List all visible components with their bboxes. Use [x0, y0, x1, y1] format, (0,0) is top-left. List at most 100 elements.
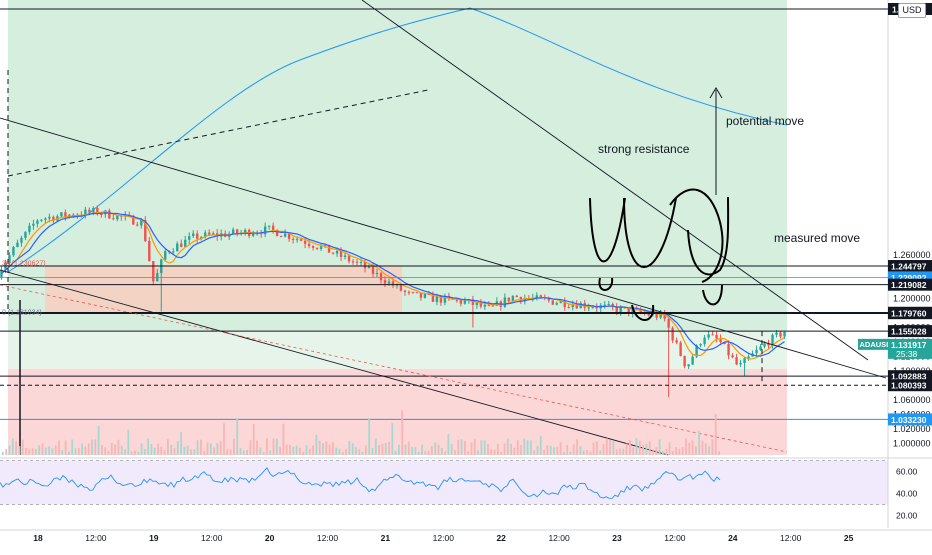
volume-bar: [318, 440, 321, 455]
volume-bar: [186, 445, 189, 455]
candle-body: [699, 344, 702, 346]
candle-body: [723, 342, 726, 344]
price-levels: [0, 265, 888, 420]
volume-bar: [44, 447, 47, 455]
candle-body: [180, 243, 183, 247]
level-label-1.155028[interactable]: 1.155028: [888, 325, 932, 338]
trendline-lower[interactable]: [0, 269, 669, 456]
volume-bar: [5, 448, 8, 455]
volume-bar: [114, 444, 116, 455]
volume-bar: [140, 443, 143, 455]
candle-body: [407, 291, 411, 293]
volume-bar: [553, 447, 555, 455]
volume-bar: [368, 417, 371, 455]
ma-mid-line: [1, 212, 785, 357]
pattern-small-head: [631, 304, 655, 321]
volume-bar: [64, 440, 67, 455]
candle: [779, 331, 782, 339]
candle-body: [339, 250, 343, 257]
volume-bar: [282, 423, 285, 455]
candle-body: [343, 255, 347, 257]
volume-bar: [688, 442, 691, 455]
volume-bar: [143, 449, 146, 455]
volume-bar: [546, 445, 549, 455]
candle-body: [683, 355, 686, 367]
volume-bar: [203, 451, 206, 455]
candle: [371, 262, 375, 278]
ma-long-line: [7, 7, 471, 273]
volume-bar: [71, 439, 74, 455]
volume-bar: [209, 443, 212, 455]
volume-bar: [698, 430, 701, 455]
candle: [20, 235, 23, 247]
level-label-1.033230[interactable]: 1.033230: [888, 413, 932, 426]
candle: [403, 289, 407, 296]
candle: [180, 239, 183, 248]
volume-bar: [424, 450, 427, 455]
candle-body: [735, 357, 738, 365]
volume-bar: [701, 440, 704, 455]
candle-body: [231, 229, 235, 234]
volume-bar: [335, 447, 338, 455]
level-label-1.219082[interactable]: 1.219082: [888, 278, 932, 291]
left-level-label-1: 0 (1.181034): [2, 309, 42, 316]
volume-bar: [120, 445, 123, 455]
candle-body: [84, 209, 87, 216]
trendline-middle[interactable]: [0, 117, 887, 379]
volume-bar: [279, 446, 281, 455]
pattern-right-shoulder: [702, 284, 723, 306]
volume-bar: [252, 424, 255, 455]
candle-body: [603, 304, 606, 306]
volume-bar: [28, 448, 31, 455]
volume-bar: [176, 441, 179, 455]
currency-button[interactable]: USD: [898, 3, 926, 18]
candle: [443, 293, 447, 306]
volume-bar: [497, 443, 499, 455]
candle: [184, 235, 187, 247]
volume-bar: [213, 447, 215, 455]
candle: [204, 230, 207, 239]
level-label-1.080393[interactable]: 1.080393: [888, 379, 932, 392]
candle-body: [547, 298, 550, 301]
candle: [331, 252, 335, 255]
candle-body: [116, 215, 119, 220]
candle-body: [607, 303, 610, 305]
volume-bar: [147, 438, 149, 455]
level-label-text: 1.179760: [891, 309, 927, 319]
pattern-head: [623, 197, 677, 268]
level-label-bg: [888, 379, 932, 392]
candle-body: [88, 209, 91, 213]
symbol-tag-text: ADAUSD: [860, 340, 893, 349]
level-label-bg: [888, 370, 932, 383]
level-label-1.244797[interactable]: 1.244797: [888, 260, 932, 273]
candle-body: [12, 247, 15, 256]
candle-body: [539, 295, 543, 298]
volume-bar: [704, 443, 707, 455]
volume-bar: [81, 443, 83, 455]
volume-bar: [407, 441, 410, 455]
volume-bar: [675, 447, 677, 455]
candle-body: [403, 290, 407, 292]
volume-bar: [645, 443, 648, 455]
volume-bar: [579, 445, 582, 455]
volume-bar: [262, 451, 265, 455]
time-tick-label: 12:00: [201, 533, 223, 543]
candle-body: [731, 355, 734, 358]
candle-body: [355, 261, 359, 263]
level-label-1.092883[interactable]: 1.092883: [888, 370, 932, 383]
time-tick-label: 25: [844, 533, 854, 543]
candle: [152, 261, 155, 286]
volume-bar: [157, 443, 159, 455]
candle-body: [399, 284, 403, 291]
volume-bar: [51, 448, 54, 455]
volume-bar: [543, 449, 545, 455]
trendline-upper[interactable]: [361, 0, 869, 361]
candle: [108, 208, 111, 219]
candle: [52, 215, 55, 224]
candle-body: [367, 265, 371, 269]
candle: [691, 354, 694, 365]
level-label-1.179760[interactable]: 1.179760: [888, 307, 932, 320]
